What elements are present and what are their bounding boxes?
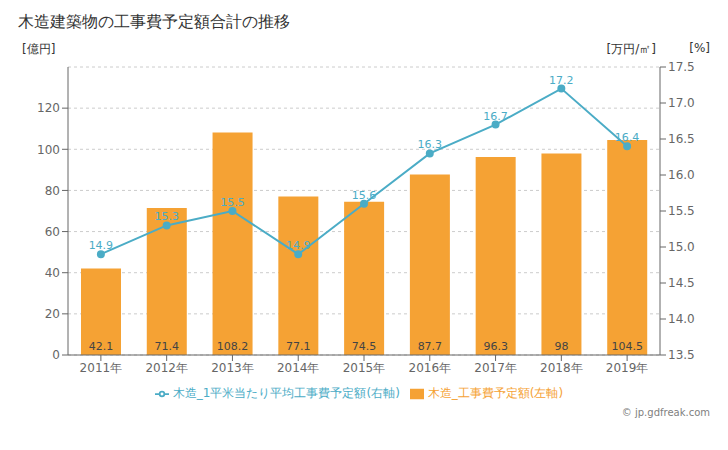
html-text:[億円]: [億円] — [22, 42, 56, 56]
svg-text:15.5: 15.5 — [668, 204, 695, 218]
svg-text:40: 40 — [45, 266, 60, 280]
svg-text:14.0: 14.0 — [668, 312, 695, 326]
svg-text:13.5: 13.5 — [668, 348, 695, 362]
svg-text:17.5: 17.5 — [668, 60, 695, 74]
svg-text:2012年: 2012年 — [145, 361, 188, 375]
svg-text:60: 60 — [45, 225, 60, 239]
html-text:木造_1平米当たり平均工事費予定額(右軸): 木造_1平米当たり平均工事費予定額(右軸) — [172, 386, 400, 400]
svg-text:87.7: 87.7 — [418, 340, 443, 353]
svg-text:100: 100 — [37, 143, 60, 157]
svg-text:96.3: 96.3 — [483, 340, 508, 353]
svg-text:16.7: 16.7 — [483, 110, 508, 123]
svg-text:74.5: 74.5 — [352, 340, 377, 353]
svg-text:0: 0 — [52, 348, 60, 362]
svg-text:16.0: 16.0 — [668, 168, 695, 182]
html-text:木造建築物の工事費予定額合計の推移: 木造建築物の工事費予定額合計の推移 — [18, 12, 290, 31]
svg-text:14.9: 14.9 — [286, 239, 311, 252]
svg-text:14.5: 14.5 — [668, 276, 695, 290]
svg-text:16.5: 16.5 — [668, 132, 695, 146]
svg-text:2011年: 2011年 — [80, 361, 123, 375]
html-text:[万円/㎡]: [万円/㎡] — [606, 42, 656, 56]
svg-text:15.5: 15.5 — [220, 196, 245, 209]
svg-text:120: 120 — [37, 101, 60, 115]
svg-text:42.1: 42.1 — [89, 340, 114, 353]
svg-text:77.1: 77.1 — [286, 340, 311, 353]
svg-text:108.2: 108.2 — [217, 340, 249, 353]
svg-text:17.2: 17.2 — [549, 74, 574, 87]
svg-text:2013年: 2013年 — [211, 361, 254, 375]
svg-text:14.9: 14.9 — [89, 239, 114, 252]
svg-text:2019年: 2019年 — [606, 361, 649, 375]
svg-text:2014年: 2014年 — [277, 361, 320, 375]
svg-text:16.4: 16.4 — [615, 131, 640, 144]
svg-text:2015年: 2015年 — [343, 361, 386, 375]
svg-text:16.3: 16.3 — [418, 138, 443, 151]
svg-text:98: 98 — [554, 340, 568, 353]
html-text:木造_工事費予定額(左軸): 木造_工事費予定額(左軸) — [427, 386, 564, 400]
html-text:© jp.gdfreak.com: © jp.gdfreak.com — [621, 407, 710, 418]
svg-text:71.4: 71.4 — [155, 340, 180, 353]
svg-text:2018年: 2018年 — [540, 361, 583, 375]
svg-text:104.5: 104.5 — [611, 340, 643, 353]
svg-text:15.6: 15.6 — [352, 189, 377, 202]
svg-text:80: 80 — [45, 184, 60, 198]
svg-text:2017年: 2017年 — [474, 361, 517, 375]
svg-text:15.3: 15.3 — [154, 210, 179, 223]
svg-text:2016年: 2016年 — [409, 361, 452, 375]
svg-text:20: 20 — [45, 307, 60, 321]
svg-text:17.0: 17.0 — [668, 96, 695, 110]
svg-text:15.0: 15.0 — [668, 240, 695, 254]
